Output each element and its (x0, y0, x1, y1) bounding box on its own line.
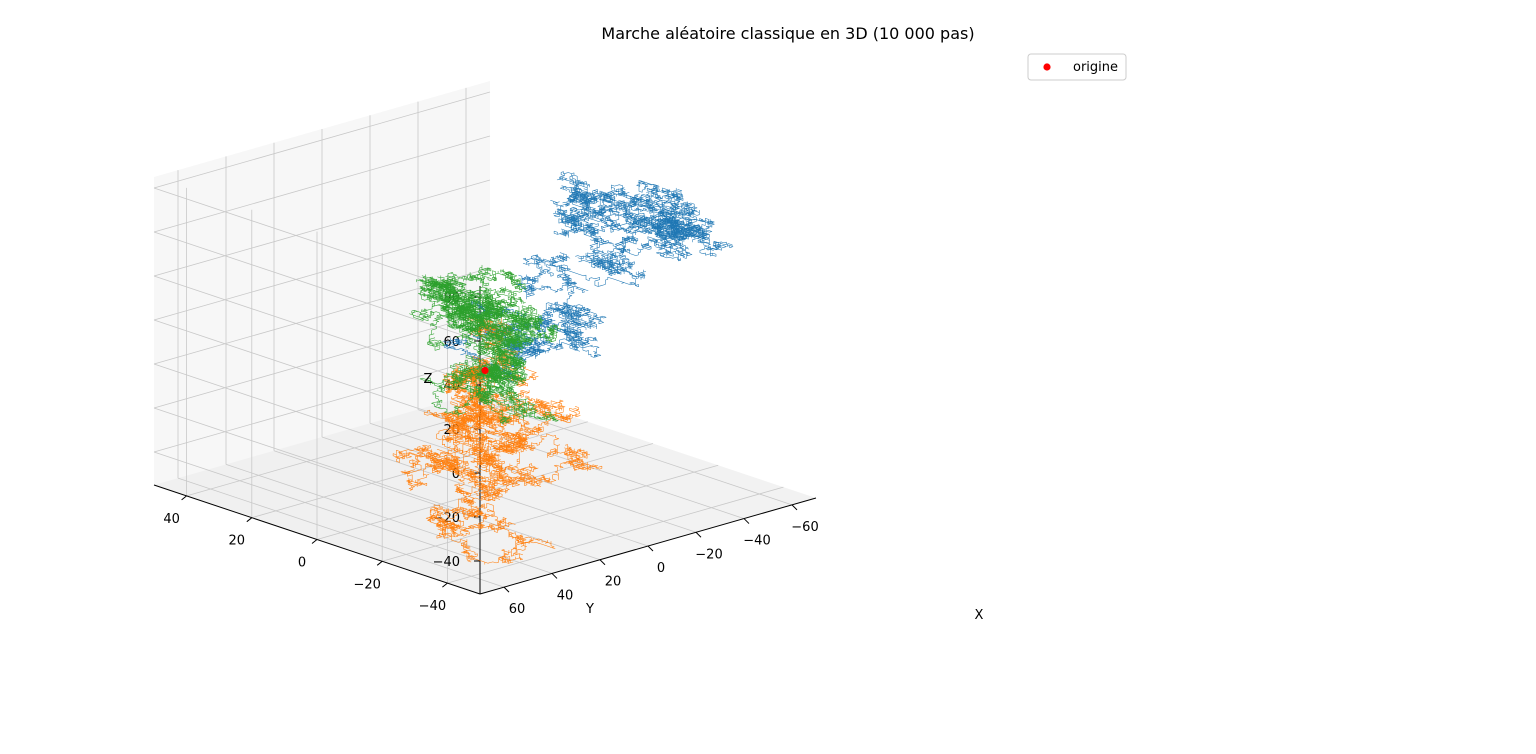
grid-line-y-floor (382, 464, 719, 562)
grid-line-z-left (153, 231, 481, 342)
x-tick-mark (791, 504, 798, 511)
chart-title: Marche aléatoire classique en 3D (10 000… (601, 24, 974, 43)
x-tick-label: 0 (657, 561, 665, 576)
y-tick-label: −40 (419, 599, 446, 614)
grid-line-z-left (153, 407, 481, 518)
y-tick-label: 20 (229, 534, 246, 549)
origin-layer (481, 366, 489, 375)
x-tick-label: −60 (791, 520, 818, 535)
grid-line-z-left (153, 275, 481, 386)
x-tick-mark (743, 518, 750, 524)
x-tick-mark (647, 545, 654, 552)
walk-series-line (392, 316, 603, 565)
grid-line-y-floor (251, 421, 588, 519)
legend: origine (1027, 53, 1127, 81)
legend-label-origine: origine (1073, 60, 1118, 75)
x-tick-mark (695, 531, 702, 538)
y-tick-mark (376, 560, 383, 566)
x-tick-mark (503, 586, 510, 593)
x-axis-label: X (975, 608, 984, 623)
grid-line-z-right (153, 223, 491, 321)
grid-line-z-left (153, 451, 481, 562)
origin-point (481, 366, 489, 375)
grid-line-z-left (153, 319, 481, 430)
x-tick-label: 60 (509, 602, 526, 617)
x-tick-mark (551, 573, 558, 579)
y-tick-mark (442, 582, 448, 588)
x-tick-label: −20 (695, 547, 722, 562)
legend-origin-marker (1043, 63, 1051, 71)
grid-line-z-left (153, 363, 481, 474)
y-tick-label: 0 (298, 556, 306, 571)
x-tick-label: −40 (743, 534, 770, 549)
grid-line-y-floor (447, 486, 784, 584)
grid-line-z-right (153, 355, 491, 453)
y-tick-label: 40 (163, 512, 180, 527)
grid-line-z-right (153, 179, 491, 277)
grid-line-z-left (153, 187, 481, 298)
y-tick-mark (311, 539, 318, 544)
grid-line-z-right (153, 135, 491, 233)
y-tick-label: −20 (353, 577, 380, 592)
walk-series-line (409, 264, 562, 425)
y-tick-mark (181, 495, 187, 501)
grid-line-z-right (153, 91, 491, 189)
x-tick-mark (599, 559, 606, 566)
x-tick-label: 20 (605, 575, 622, 590)
z-axis-label: Z (424, 372, 433, 387)
z-tick-label: −40 (433, 555, 460, 570)
walk-series (392, 171, 734, 565)
y-axis-label: Y (585, 602, 594, 617)
y-tick-mark (246, 517, 253, 523)
x-tick-label: 40 (557, 588, 574, 603)
legend-frame (1027, 53, 1127, 81)
grid-line-z-right (153, 311, 491, 409)
